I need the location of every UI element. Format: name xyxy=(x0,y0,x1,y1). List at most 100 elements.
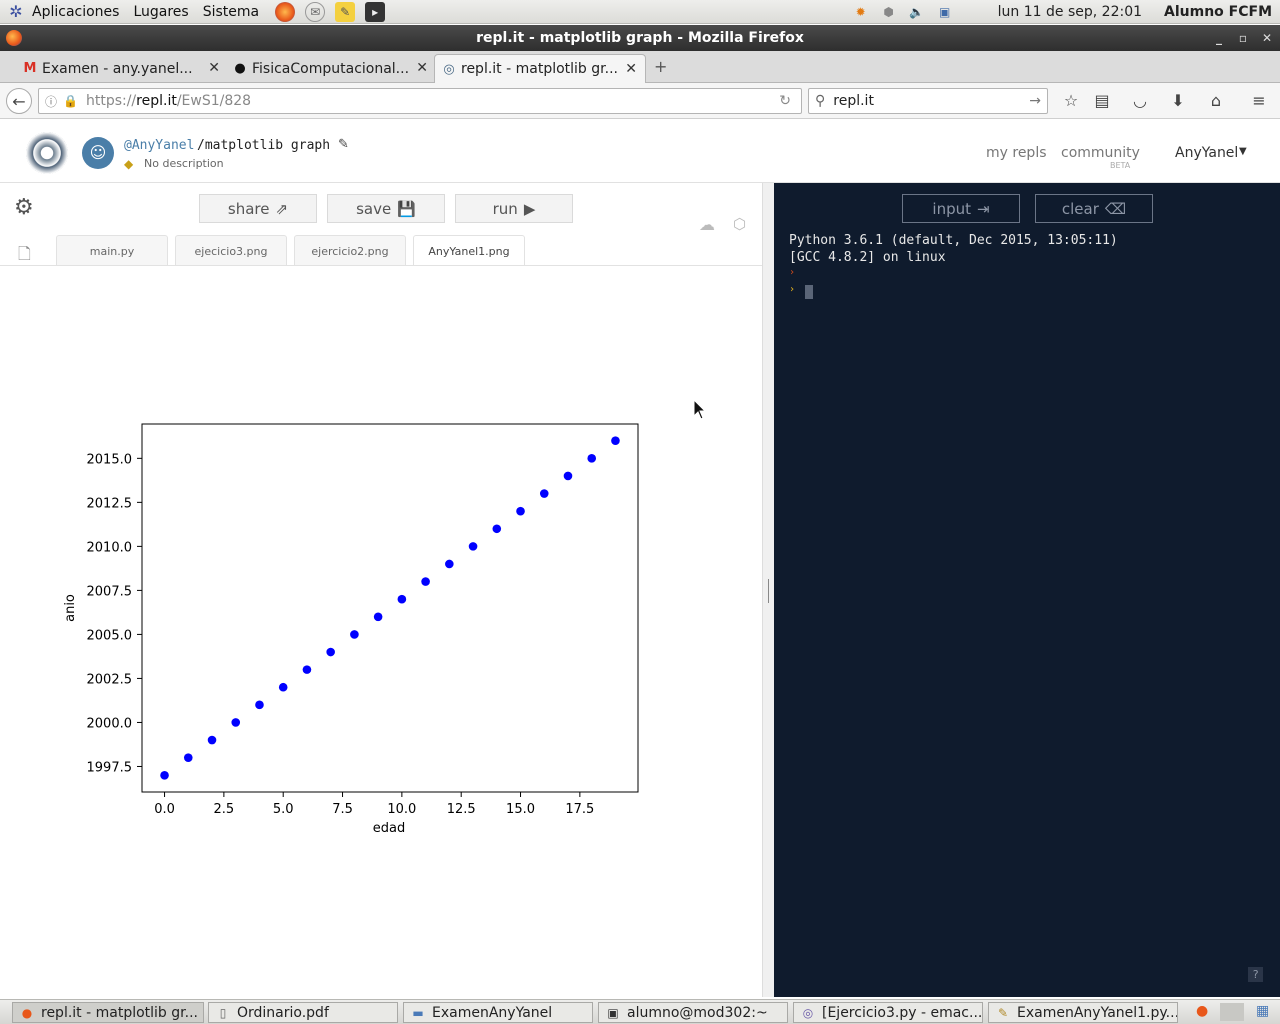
run-label: run xyxy=(492,199,518,218)
tab-gmail[interactable]: M Examen - any.yanel... ✕ xyxy=(16,54,228,83)
search-bar[interactable]: ⚲ repl.it → xyxy=(808,88,1048,114)
minimize-icon[interactable]: _ xyxy=(1216,31,1222,45)
x-axis-label: edad xyxy=(373,821,405,836)
bookmark-star-icon[interactable]: ☆ xyxy=(1063,91,1079,110)
network-tray-icon[interactable]: ⬢ xyxy=(883,5,894,19)
help-button[interactable]: ? xyxy=(1248,967,1263,982)
update-tray-icon[interactable]: ✹ xyxy=(855,5,866,19)
pocket-icon[interactable]: ◡ xyxy=(1133,91,1147,110)
notes-launcher-icon[interactable]: ✎ xyxy=(335,1,356,22)
firefox-launcher-icon[interactable] xyxy=(275,1,296,22)
chevron-down-icon[interactable]: ▼ xyxy=(1239,146,1247,157)
repl-user-link[interactable]: @AnyYanel xyxy=(124,138,195,153)
tab-close-icon[interactable]: ✕ xyxy=(416,60,428,76)
gmail-icon: M xyxy=(23,61,37,76)
data-point xyxy=(397,594,407,604)
search-go-icon[interactable]: → xyxy=(1029,93,1041,109)
hamburger-menu-icon[interactable]: ≡ xyxy=(1252,91,1266,110)
task-terminal[interactable]: ▣ alumno@mod302:~ xyxy=(598,1002,788,1023)
menu-aplicaciones[interactable]: Aplicaciones xyxy=(32,3,120,20)
data-point xyxy=(278,682,288,692)
console-line: Python 3.6.1 (default, Dec 2015, 13:05:1… xyxy=(789,233,1118,248)
tab-github[interactable]: ● FisicaComputacional... ✕ xyxy=(226,54,436,83)
run-button[interactable]: run ▶ xyxy=(455,194,573,223)
play-icon: ▶ xyxy=(523,199,536,218)
home-icon[interactable]: ⌂ xyxy=(1210,91,1222,110)
tab-close-icon[interactable]: ✕ xyxy=(625,61,637,77)
new-tab-icon[interactable]: + xyxy=(654,57,668,76)
menu-sistema[interactable]: Sistema xyxy=(202,3,260,20)
account-menu[interactable]: AnyYanel xyxy=(1175,145,1239,161)
repl-description[interactable]: No description xyxy=(144,157,224,170)
avatar[interactable]: ☺ xyxy=(82,137,114,169)
tab-replit[interactable]: ◎ repl.it - matplotlib gr... ✕ xyxy=(434,54,646,83)
task-folder[interactable]: ▬ ExamenAnyYanel xyxy=(403,1002,593,1023)
display-tray-icon[interactable]: ▣ xyxy=(939,5,951,19)
file-tab-main-py[interactable]: main.py xyxy=(56,235,168,266)
cloud-upload-icon[interactable]: ☁ xyxy=(699,215,715,234)
clear-button[interactable]: clear ⌫ xyxy=(1035,194,1153,223)
tab-close-icon[interactable]: ✕ xyxy=(208,60,220,76)
trash-icon[interactable]: ▦ xyxy=(1256,1003,1270,1019)
replit-logo-icon[interactable] xyxy=(26,132,68,174)
back-icon[interactable]: ← xyxy=(6,88,32,114)
task-editor[interactable]: ✎ ExamenAnyYanel1.py... xyxy=(988,1002,1178,1023)
console-pane[interactable]: input ⇥ clear ⌫ Python 3.6.1 (default, D… xyxy=(774,183,1280,997)
pdf-icon: ▯ xyxy=(219,1006,227,1020)
drag-handle[interactable] xyxy=(768,579,769,603)
gnome-foot-icon[interactable]: ✲ xyxy=(9,2,23,21)
task-label: alumno@mod302:~ xyxy=(627,1004,768,1021)
clock[interactable]: lun 11 de sep, 22:01 xyxy=(997,4,1143,20)
x-axis-ticks: 0.0 2.5 5.0 7.5 10.0 12.5 15.0 17.5 xyxy=(154,792,594,817)
share-label: share xyxy=(227,199,270,218)
reading-list-icon[interactable]: ▤ xyxy=(1094,91,1110,110)
task-pdf[interactable]: ▯ Ordinario.pdf xyxy=(208,1002,398,1023)
my-repls-link[interactable]: my repls xyxy=(986,145,1047,161)
task-firefox[interactable]: ● repl.it - matplotlib gr... xyxy=(12,1002,204,1023)
mail-launcher-icon[interactable]: ✉ xyxy=(305,1,326,22)
x-tick-label: 12.5 xyxy=(447,802,476,817)
input-icon: ⇥ xyxy=(977,199,990,218)
emacs-icon: ◎ xyxy=(802,1006,814,1020)
community-link[interactable]: community xyxy=(1061,145,1140,161)
url-host: repl.it xyxy=(136,93,177,109)
search-input[interactable]: repl.it xyxy=(833,93,874,109)
close-window-icon[interactable]: ✕ xyxy=(1261,31,1273,45)
x-tick-label: 5.0 xyxy=(273,802,294,817)
terminal-launcher-icon[interactable]: ▸ xyxy=(365,1,386,22)
pane-divider[interactable] xyxy=(762,183,774,997)
lock-icon[interactable]: 🔒 xyxy=(63,94,78,108)
workspace-switcher[interactable] xyxy=(1220,1003,1244,1021)
beta-badge: BETA xyxy=(1110,161,1131,170)
add-file-icon[interactable]: 🗋 xyxy=(18,244,31,263)
file-tab-ejecicio3[interactable]: ejecicio3.png xyxy=(175,235,287,266)
file-tab-anyyanel1[interactable]: AnyYanel1.png xyxy=(413,235,525,266)
input-button[interactable]: input ⇥ xyxy=(902,194,1020,223)
task-emacs[interactable]: ◎ [Ejercicio3.py - emac... xyxy=(793,1002,983,1023)
volume-tray-icon[interactable]: 🔈 xyxy=(909,5,925,19)
save-button[interactable]: save 💾 xyxy=(327,194,445,223)
edit-pencil-icon[interactable]: ✎ xyxy=(338,137,349,152)
x-tick-label: 7.5 xyxy=(332,802,353,817)
info-icon[interactable]: ⓘ xyxy=(45,94,58,109)
replit-icon: ◎ xyxy=(443,62,455,77)
chart-marks xyxy=(160,436,620,780)
firefox-icon: ● xyxy=(21,1006,33,1020)
console-line: [GCC 4.8.2] on linux xyxy=(789,250,946,265)
settings-gear-icon[interactable]: ⚙ xyxy=(14,195,34,220)
y-tick-label: 2002.5 xyxy=(87,672,133,687)
data-point xyxy=(373,612,383,622)
reload-icon[interactable]: ↻ xyxy=(779,93,791,109)
share-button[interactable]: share ⇗ xyxy=(199,194,317,223)
user-name[interactable]: Alumno FCFM xyxy=(1164,4,1272,20)
python-icon: ◆ xyxy=(124,157,134,171)
firefox-small-icon[interactable]: ● xyxy=(1196,1003,1209,1019)
plot-frame xyxy=(141,423,639,793)
menu-lugares[interactable]: Lugares xyxy=(133,3,189,20)
download-icon[interactable]: ⬇ xyxy=(1171,91,1185,110)
package-cube-icon[interactable]: ⬡ xyxy=(733,215,747,233)
url-bar[interactable]: ⓘ 🔒 https:// repl.it /EwS1/828 ↻ xyxy=(38,88,802,114)
file-tab-ejercicio2[interactable]: ejercicio2.png xyxy=(294,235,406,266)
maximize-icon[interactable]: ▫ xyxy=(1238,31,1248,45)
console-cursor xyxy=(805,285,813,299)
